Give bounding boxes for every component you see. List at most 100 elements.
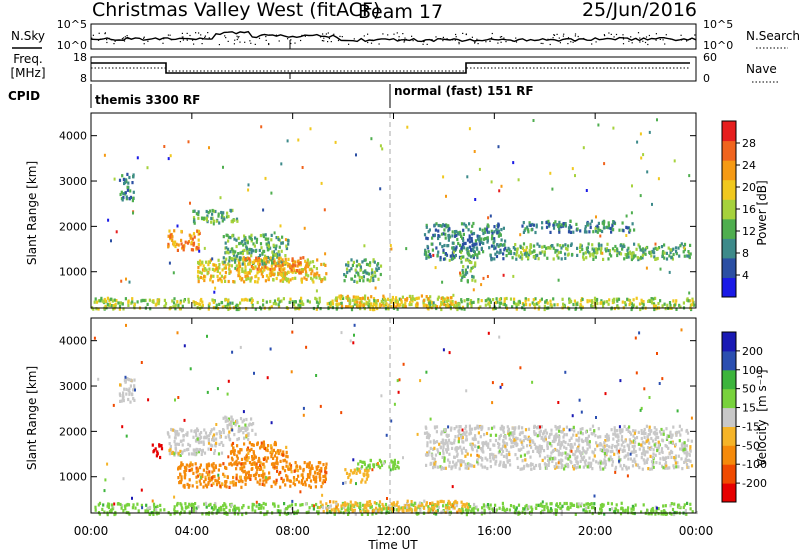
power-cell-r9: [526, 251, 529, 255]
velocity-cell-r8: [470, 427, 473, 431]
velocity-cell-r7: [393, 461, 396, 465]
power-cell-r4: [277, 236, 280, 240]
power-cell-r3: [241, 269, 244, 273]
velocity-cell-r4: [272, 480, 275, 484]
velocity-cell-r4: [248, 474, 251, 478]
velocity-cell-r5: [277, 449, 280, 453]
velocity-cell-r9: [495, 508, 498, 512]
power-cell-r9: [533, 244, 536, 248]
power-cell-r2: [197, 216, 200, 220]
velocity-cell-r9: [395, 508, 398, 512]
velocity-cell-r9: [192, 503, 195, 507]
velocity-cell-r3: [226, 424, 229, 428]
velocity-cell-r7: [377, 464, 380, 468]
nsearch-point: [603, 34, 605, 36]
power-cell-r7: [473, 245, 476, 249]
power-cell-r11: [108, 303, 111, 308]
power-cell-r8: [464, 258, 468, 262]
velocity-cell-r8: [687, 465, 690, 469]
power-cell-r11: [299, 301, 302, 305]
velocity-cell-r7: [380, 463, 384, 467]
power-cell-r3: [235, 264, 238, 268]
velocity-cell-r8: [490, 426, 494, 430]
power-cell-r12: [410, 302, 413, 307]
velocity-cell-r8: [464, 462, 467, 466]
velocity-cell-r8: [453, 441, 456, 445]
velocity-cell-r2: [179, 427, 182, 431]
velocity-cell-r8: [550, 451, 553, 455]
velocity-cell-r8: [660, 447, 664, 451]
power-cell-scatter: [659, 267, 662, 271]
power-cell-r11: [297, 303, 300, 307]
power-cell-r9: [564, 256, 567, 260]
velocity-cell-r8: [432, 441, 436, 445]
velocity-cell-r9: [436, 504, 439, 508]
velocity-cell-r8: [662, 466, 665, 470]
power-cell-r4: [235, 254, 239, 258]
power-cell-r3: [313, 265, 316, 269]
velocity-cell-r8: [531, 439, 534, 443]
power-cell-r10: [568, 224, 571, 228]
velocity-cell-r8: [664, 466, 667, 470]
power-cell-r12: [442, 299, 445, 303]
velocity-cell-r8: [616, 451, 619, 455]
power-cell-r11: [237, 303, 240, 308]
velocity-cell-r4: [259, 461, 262, 465]
velocity-cell-r8: [470, 444, 473, 448]
velocity-cell-r4: [218, 481, 221, 485]
nsearch-point: [258, 37, 261, 39]
power-cell-scatter: [642, 153, 645, 157]
velocity-cell-r5: [281, 453, 285, 457]
velocity-cell-r8: [628, 447, 631, 452]
velocity-cell-r4: [224, 465, 227, 470]
power-cell-r11: [502, 302, 505, 306]
velocity-cell-r4: [303, 461, 306, 465]
power-cell-r11: [650, 301, 654, 305]
velocity-cell-r8: [556, 465, 559, 469]
power-cell-r9: [616, 249, 619, 253]
power-cell-r7: [486, 240, 489, 244]
nsearch-point: [328, 37, 330, 40]
velocity-cell-r4: [198, 466, 202, 470]
power-cell-r3: [205, 260, 208, 264]
velocity-cell-r5: [252, 450, 255, 454]
power-cell-r11: [254, 307, 257, 311]
power-cell-r11: [593, 296, 597, 300]
velocity-cell-r8: [643, 435, 646, 439]
velocity-cell-r8: [677, 454, 680, 458]
nsearch-point: [234, 39, 236, 41]
power-cell-r11: [628, 303, 631, 307]
velocity-cell-r5: [242, 462, 245, 466]
power-cell-r7: [448, 233, 451, 237]
power-cell-r4: [235, 238, 238, 242]
velocity-cell-r8: [516, 442, 519, 447]
power-cell-r7: [474, 239, 477, 243]
velocity-cell-r8: [548, 435, 551, 439]
power-cell-r11: [375, 302, 378, 306]
velocity-cell-r8: [565, 462, 568, 466]
power-cell-r9: [556, 254, 559, 258]
cpid-row: CPID themis 3300 RF normal (fast) 151 RF: [8, 84, 534, 108]
velocity-cell-r8: [624, 454, 627, 458]
power-cell-r11: [178, 307, 182, 311]
power-cell-r11: [277, 303, 280, 307]
velocity-cell-r3: [254, 432, 257, 436]
nsearch-point: [387, 34, 389, 36]
velocity-cell-r8: [559, 461, 562, 465]
velocity-cell-r8: [565, 446, 568, 451]
velocity-cell-r5: [240, 462, 243, 466]
power-cell-r7: [491, 234, 494, 238]
power-cell-r8: [464, 268, 467, 272]
power-cell-r11: [168, 307, 171, 311]
power-cell-r6: [350, 258, 353, 262]
power-cell-r3: [203, 274, 206, 278]
power-cell-r11: [621, 300, 624, 304]
nsearch-point: [300, 39, 302, 42]
velocity-cell-r1: [160, 447, 164, 451]
velocity-cell-r9: [201, 512, 204, 516]
power-cell-r9: [534, 256, 537, 260]
velocity-cell-r4: [211, 476, 214, 480]
power-cell-r12: [443, 303, 446, 307]
power-cell-scatter: [478, 167, 481, 171]
